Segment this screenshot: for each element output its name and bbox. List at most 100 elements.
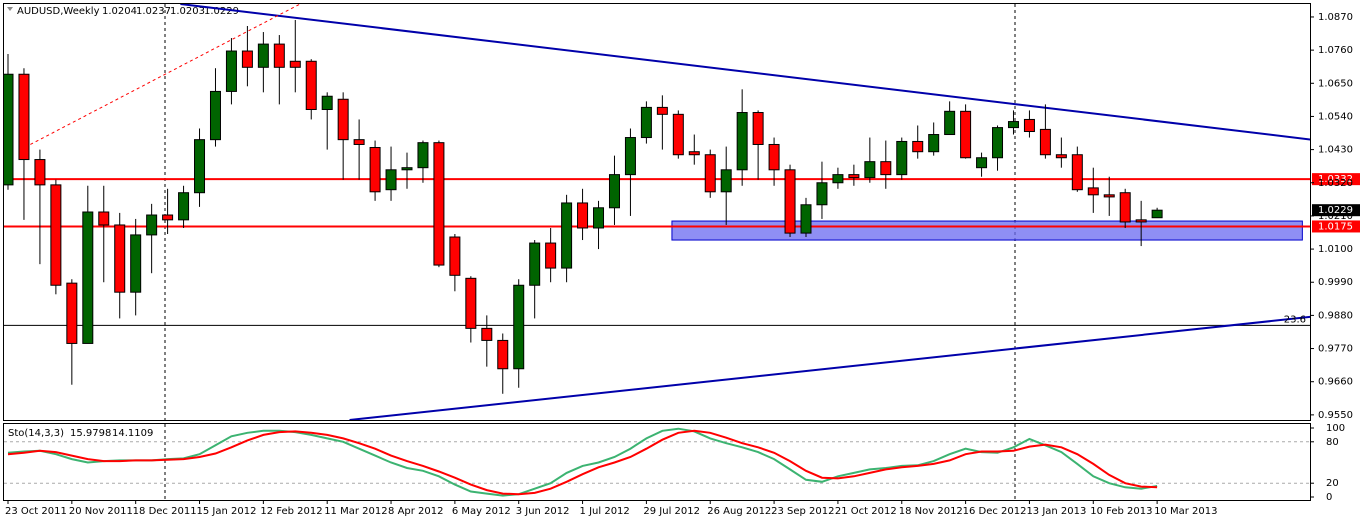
- header-close: 1.0229: [204, 6, 239, 17]
- candle-body: [433, 142, 445, 266]
- y-tick-label: 0.9550: [1318, 410, 1353, 421]
- candle-body: [640, 106, 652, 139]
- candle-body: [194, 139, 206, 194]
- candle-body: [656, 106, 668, 115]
- candle-body: [1151, 209, 1163, 219]
- candle-body: [848, 174, 860, 179]
- candle-body: [944, 110, 956, 136]
- candle-body: [1087, 187, 1099, 196]
- candle-body: [146, 214, 158, 236]
- indicator-y-tick-label: 0: [1326, 492, 1332, 503]
- candle-body: [114, 224, 126, 293]
- candle-body: [369, 146, 381, 193]
- candle-body: [305, 60, 317, 111]
- y-tick-label: 1.0540: [1318, 111, 1353, 122]
- candle-body: [864, 161, 876, 179]
- main-frame: [3, 3, 1311, 421]
- y-tick-label: 1.0320: [1318, 178, 1353, 189]
- price-tag-label: 1.0332: [1318, 174, 1353, 185]
- candle-body: [672, 113, 684, 156]
- x-tick-label: 15 Jan 2012: [197, 506, 257, 517]
- candle-body: [752, 112, 764, 145]
- candle-body: [225, 50, 237, 92]
- candle-body: [720, 169, 732, 193]
- candle-body: [353, 139, 365, 145]
- candle-body: [417, 142, 429, 169]
- indicator-line: [7, 429, 1158, 496]
- candle-body: [98, 211, 110, 226]
- candle-body: [960, 110, 972, 159]
- x-tick-label: 18 Nov 2012: [899, 506, 963, 517]
- candle-body: [1055, 154, 1067, 159]
- candle-body: [976, 157, 988, 169]
- indicator-frame: [3, 423, 1311, 501]
- x-tick-label: 29 Jul 2012: [643, 506, 700, 517]
- header-open: 1.0204: [102, 6, 137, 17]
- candle-body: [50, 184, 62, 286]
- current-price-tag: [1312, 204, 1360, 217]
- candle-body: [481, 327, 493, 341]
- price-tag: [1312, 220, 1360, 233]
- current-price-label: 1.0229: [1318, 205, 1353, 216]
- chart-title: AUDUSD,Weekly: [17, 6, 100, 17]
- indicator-d-value: 14.1109: [112, 428, 153, 439]
- menu-icon[interactable]: [7, 7, 13, 11]
- y-tick-label: 1.0210: [1318, 211, 1353, 222]
- header-low: 1.0203: [170, 6, 205, 17]
- y-tick-label: 0.9990: [1318, 277, 1353, 288]
- x-tick-label: 10 Mar 2013: [1154, 506, 1217, 517]
- support-zone: [671, 220, 1303, 241]
- candle-body: [1103, 194, 1115, 198]
- price-tag: [1312, 173, 1360, 186]
- candle-body: [513, 284, 525, 370]
- candle-body: [1039, 128, 1051, 156]
- candle-body: [4, 73, 14, 186]
- candle-body: [18, 73, 30, 161]
- candle-body: [162, 214, 174, 221]
- candle-body: [289, 60, 301, 68]
- candle-body: [928, 134, 940, 153]
- candle-body: [273, 43, 285, 68]
- axes: 1.0332 1.0175 23.6 1.0870 1.0760 1.0650 1.0540…: [5, 12, 1360, 517]
- y-tick-label: 1.0760: [1318, 45, 1353, 56]
- candle-body: [912, 140, 924, 153]
- candle-body: [66, 282, 78, 344]
- candle-body: [577, 202, 589, 229]
- candle-body: [497, 339, 509, 370]
- level-label: 23.6: [1284, 314, 1306, 325]
- candle-body: [34, 159, 46, 186]
- candle-body: [704, 154, 716, 193]
- x-tick-label: 8 Apr 2012: [388, 506, 443, 517]
- x-tick-label: 23 Oct 2011: [5, 506, 67, 517]
- candle-body: [608, 174, 620, 209]
- candle-body: [561, 202, 573, 269]
- candle-body: [880, 161, 892, 176]
- x-tick-label: 23 Sep 2012: [771, 506, 834, 517]
- x-tick-label: 3 Jun 2012: [516, 506, 570, 517]
- candle-body: [178, 192, 190, 221]
- indicator-line: [7, 427, 1158, 497]
- candle-body: [624, 137, 636, 176]
- x-tick-label: 12 Feb 2012: [260, 506, 322, 517]
- candle-body: [241, 50, 253, 68]
- x-tick-label: 11 Mar 2012: [324, 506, 387, 517]
- candle-body: [545, 242, 557, 269]
- candle-body: [82, 211, 94, 344]
- x-tick-label: 20 Nov 2011: [69, 506, 133, 517]
- candle-body: [337, 98, 349, 141]
- candle-body: [1135, 219, 1147, 223]
- y-tick-label: 1.0100: [1318, 244, 1353, 255]
- y-tick-label: 1.0650: [1318, 78, 1353, 89]
- candle-body: [593, 207, 605, 229]
- indicator-y-tick-label: 100: [1326, 423, 1345, 434]
- trendline: [30, 4, 301, 145]
- x-tick-label: 1 Jul 2012: [580, 506, 630, 517]
- y-tick-label: 0.9880: [1318, 310, 1353, 321]
- candle-body: [130, 234, 142, 293]
- candle-body: [1071, 154, 1083, 191]
- candle-body: [736, 112, 748, 171]
- indicator-k-value: 15.9798: [70, 428, 111, 439]
- y-tick-label: 1.0870: [1318, 12, 1353, 23]
